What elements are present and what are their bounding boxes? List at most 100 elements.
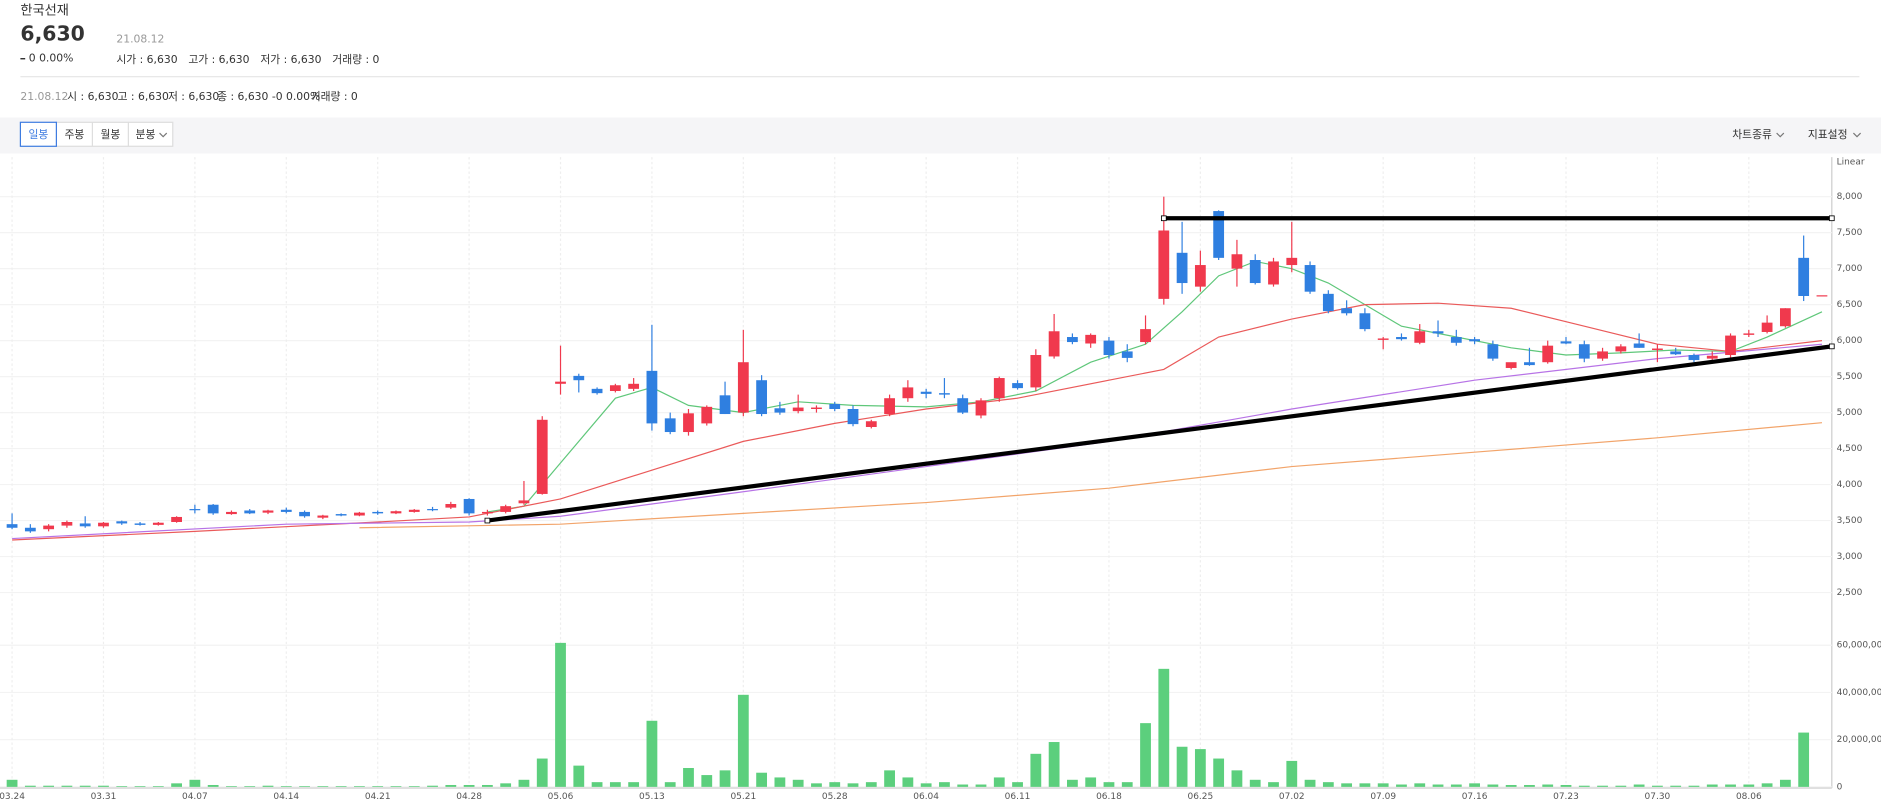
volume-bar xyxy=(1176,746,1188,787)
volume-bar xyxy=(1396,784,1407,787)
menu-button[interactable]: 차트종류 xyxy=(1732,128,1772,141)
moving-average xyxy=(12,343,1823,540)
volume-bar xyxy=(1633,784,1645,787)
period-button[interactable]: 분봉 xyxy=(136,128,156,141)
candle-body xyxy=(354,512,365,516)
candle-body xyxy=(61,522,73,526)
chevron xyxy=(159,132,168,138)
period-button[interactable]: 월봉 xyxy=(100,128,120,141)
candle-body xyxy=(975,400,987,416)
y-tick-label: 6,500 xyxy=(1837,300,1863,310)
header-date: 21.08.12 xyxy=(116,33,164,46)
volume-bar xyxy=(1377,783,1389,787)
volume-bar xyxy=(1341,783,1353,787)
volume-tick-label: 0 xyxy=(1837,782,1843,792)
volume-bar xyxy=(555,642,566,787)
y-tick-label: 7,500 xyxy=(1837,228,1863,238)
candle-body xyxy=(171,516,182,523)
candle-body xyxy=(865,421,877,427)
volume-bar xyxy=(1706,784,1718,787)
stat: 거래량 : 0 xyxy=(332,53,379,66)
volume-bar xyxy=(536,758,548,787)
volume-bar xyxy=(262,785,274,787)
volume-bar xyxy=(609,782,621,787)
y-tick-label: 5,500 xyxy=(1837,372,1863,382)
menu-button[interactable]: 지표설정 xyxy=(1808,128,1848,141)
scale-label: Linear xyxy=(1837,157,1865,167)
candle-body xyxy=(1469,339,1480,342)
volume-bar xyxy=(1213,758,1225,787)
x-tick-label: 04.07 xyxy=(182,792,208,802)
candle-body xyxy=(1505,362,1517,368)
volume-bar xyxy=(884,770,895,787)
volume-bar xyxy=(1286,760,1298,787)
period-button[interactable]: 일봉 xyxy=(28,128,48,141)
y-tick-label: 4,000 xyxy=(1837,480,1863,490)
y-tick-label: 5,000 xyxy=(1837,408,1863,418)
candle-body xyxy=(1615,346,1627,352)
volume-tick-label: 40,000,000 xyxy=(1837,688,1881,698)
period-button[interactable]: 주봉 xyxy=(64,128,84,141)
volume-bar xyxy=(463,784,475,787)
candle-body xyxy=(1377,338,1389,340)
candle-body xyxy=(555,381,566,384)
candle-body xyxy=(1322,293,1334,312)
candle-body xyxy=(573,375,585,381)
candle-body xyxy=(79,523,91,527)
candle-body xyxy=(6,524,18,528)
candle-body xyxy=(609,385,621,392)
trendline-handle xyxy=(1160,215,1167,222)
volume-bar xyxy=(481,784,493,787)
volume-bar xyxy=(390,786,402,787)
candle-body xyxy=(1140,329,1151,343)
candle-body xyxy=(902,387,914,399)
info-item: 저 : 6,630 xyxy=(168,90,219,103)
info-item: 거래량 : 0 xyxy=(311,90,358,103)
candle-body xyxy=(244,510,256,514)
candle-body xyxy=(408,509,420,512)
volume-bar xyxy=(1158,668,1170,787)
volume-bar xyxy=(1670,785,1682,787)
volume-bar xyxy=(756,772,768,787)
candle-body xyxy=(1396,337,1407,340)
candle-body xyxy=(1012,383,1023,389)
volume-bar xyxy=(1030,753,1042,787)
candle-body xyxy=(920,391,932,394)
x-tick-label: 08.06 xyxy=(1736,792,1762,802)
volume-bar xyxy=(24,785,36,787)
candle-body xyxy=(1249,260,1261,284)
volume-bar xyxy=(829,782,841,787)
candle-body xyxy=(1652,348,1663,350)
candle-body xyxy=(1158,230,1170,299)
volume-bar xyxy=(1578,785,1590,787)
volume-bar xyxy=(646,720,658,787)
chevron xyxy=(1852,132,1862,138)
candle-body xyxy=(1524,362,1535,366)
volume-bar xyxy=(244,786,256,787)
button-selected[interactable] xyxy=(19,121,57,147)
x-tick-label: 07.16 xyxy=(1462,792,1488,802)
candle-body xyxy=(1268,261,1279,285)
volume-bar xyxy=(792,779,804,787)
volume-bar xyxy=(664,782,676,787)
x-tick-label: 04.28 xyxy=(456,792,482,802)
x-tick-label: 07.02 xyxy=(1279,792,1305,802)
volume-bar xyxy=(1249,779,1261,787)
volume-tick-label: 60,000,000 xyxy=(1837,641,1881,651)
volume-bar xyxy=(1103,782,1115,787)
candle-body xyxy=(1670,351,1682,355)
volume-tick-label: 20,000,000 xyxy=(1837,735,1881,745)
candle-body xyxy=(1067,337,1078,343)
candle-body xyxy=(116,521,128,524)
volume-bar xyxy=(1542,784,1554,787)
candle-body xyxy=(1725,335,1736,356)
candle-body xyxy=(1048,331,1060,357)
volume-bar xyxy=(79,785,91,787)
candle-body xyxy=(957,398,969,413)
x-tick-label: 03.24 xyxy=(0,792,25,802)
volume-bar xyxy=(445,784,457,787)
volume-bar xyxy=(61,785,73,787)
trendline xyxy=(487,344,1833,523)
volume-bar xyxy=(1469,783,1480,787)
